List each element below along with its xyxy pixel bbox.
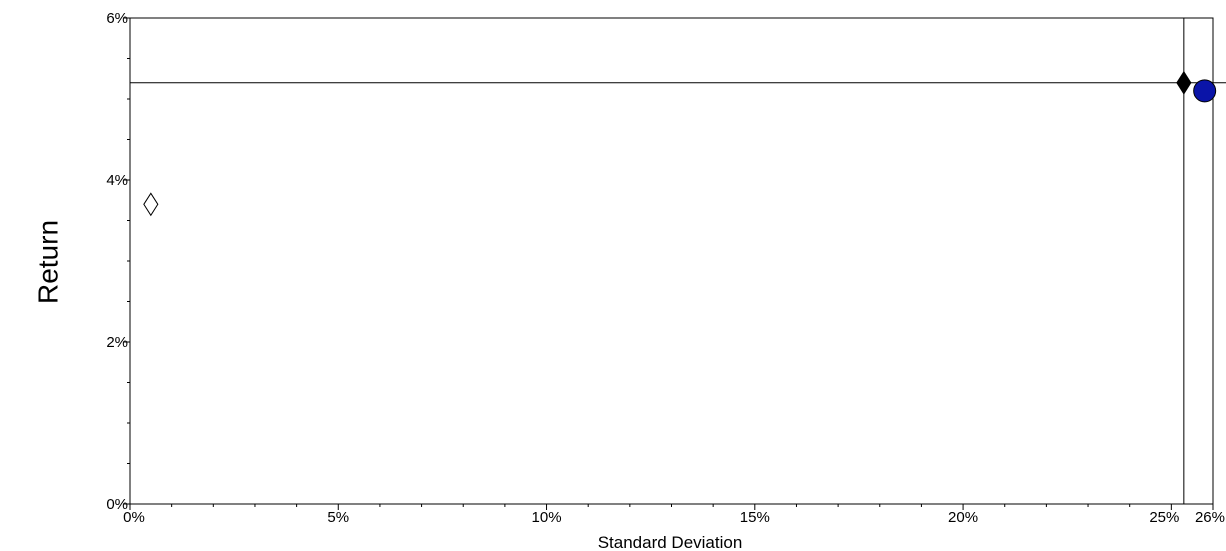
x-axis-title: Standard Deviation	[598, 533, 743, 551]
data-point-1	[1176, 70, 1192, 95]
x-tick-label-0: 0%	[123, 509, 145, 526]
x-tick-label-2: 10%	[532, 509, 562, 526]
y-axis-title: Return	[32, 220, 63, 304]
x-tick-label-3: 15%	[740, 509, 770, 526]
y-tick-label-2: 4%	[106, 172, 128, 189]
plot-area: 0% 5% 10% 15% 20% 25% 26% 0% 2% 4% 6%	[106, 10, 1226, 526]
x-tick-label-5: 25%	[1149, 509, 1179, 526]
plot-frame	[129, 17, 1214, 505]
y-tick-label-3: 6%	[106, 10, 128, 27]
x-tick-label-1: 5%	[327, 509, 349, 526]
y-tick-label-1: 2%	[106, 334, 128, 351]
data-point-0	[143, 192, 159, 217]
y-tick-label-0: 0%	[106, 496, 128, 513]
x-tick-label-4: 20%	[948, 509, 978, 526]
data-point-2	[1193, 79, 1217, 103]
x-tick-label-6: 26%	[1195, 509, 1225, 526]
